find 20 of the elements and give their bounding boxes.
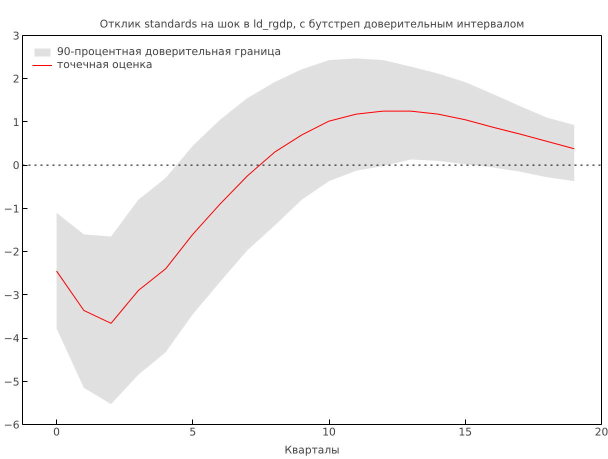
y-tick-label: 0: [12, 159, 20, 172]
x-axis-title: Кварталы: [284, 444, 340, 456]
chart-title: Отклик standards на шок в ld_rgdp, с бутстреп доверительным интервалом: [100, 18, 524, 30]
y-tick-label: −6: [4, 418, 20, 432]
x-tick-label: 10: [322, 426, 336, 438]
y-tick-label: −4: [4, 332, 20, 346]
line-series: [56, 110, 575, 324]
legend-label: 90-процентная доверительная граница: [57, 45, 282, 58]
y-tick-label: −5: [4, 375, 20, 388]
y-tick-label: 2: [12, 72, 20, 86]
y-tick-label: −3: [4, 288, 20, 302]
y-tick-label: −2: [4, 246, 20, 259]
x-tick-label: 0: [53, 426, 60, 438]
y-tick-label: 3: [12, 30, 20, 42]
x-tick-label: 15: [458, 426, 472, 438]
y-tick-label: 1: [12, 116, 20, 129]
legend-label: точечная оценка: [57, 58, 152, 71]
x-tick-label: 20: [594, 426, 608, 438]
x-tick-label: 5: [189, 426, 196, 438]
y-tick-label: −1: [4, 202, 20, 216]
